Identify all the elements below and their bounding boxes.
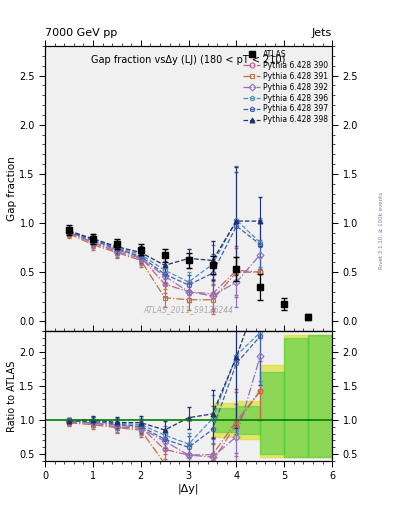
Bar: [261, 365, 284, 457]
Y-axis label: Ratio to ATLAS: Ratio to ATLAS: [7, 360, 17, 432]
Bar: [308, 335, 332, 457]
Text: ATLAS_2011_S9126244: ATLAS_2011_S9126244: [143, 305, 234, 314]
Bar: [237, 401, 260, 439]
Y-axis label: Gap fraction: Gap fraction: [7, 156, 17, 221]
Text: Jets: Jets: [312, 28, 332, 38]
Text: Gap fraction vsΔy (LJ) (180 < pT < 210): Gap fraction vsΔy (LJ) (180 < pT < 210): [92, 55, 286, 65]
Bar: [261, 372, 284, 454]
Bar: [284, 338, 308, 457]
X-axis label: |Δy|: |Δy|: [178, 484, 199, 495]
Bar: [237, 406, 260, 434]
Bar: [308, 335, 332, 457]
Text: Rivet 3.1.10, ≥ 100k events: Rivet 3.1.10, ≥ 100k events: [379, 192, 384, 269]
Bar: [284, 335, 308, 457]
Bar: [213, 403, 237, 437]
Text: 7000 GeV pp: 7000 GeV pp: [45, 28, 118, 38]
Bar: [213, 408, 237, 432]
Legend: ATLAS, Pythia 6.428 390, Pythia 6.428 391, Pythia 6.428 392, Pythia 6.428 396, P: ATLAS, Pythia 6.428 390, Pythia 6.428 39…: [242, 48, 330, 126]
